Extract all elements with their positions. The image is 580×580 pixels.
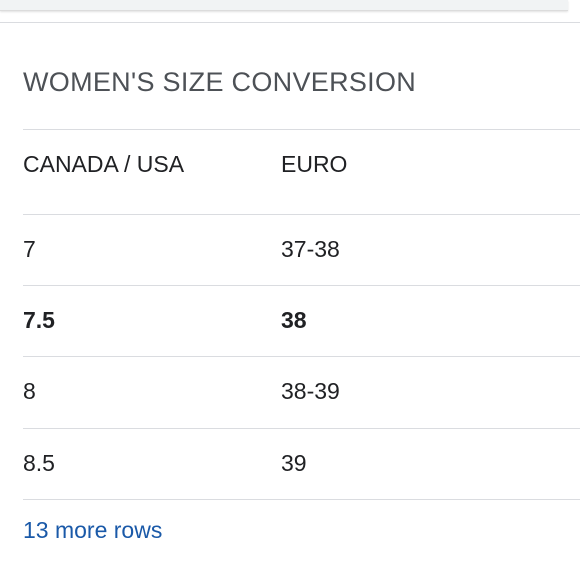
header-canada-usa: CANADA / USA bbox=[23, 151, 185, 177]
table-divider bbox=[23, 356, 580, 357]
cell-canada-usa: 7 bbox=[23, 236, 36, 262]
table-divider bbox=[23, 214, 580, 215]
cell-canada-usa: 7.5 bbox=[23, 307, 55, 333]
cell-euro: 38-39 bbox=[281, 378, 340, 404]
table-row: 8.5 39 bbox=[0, 428, 580, 499]
cell-canada-usa: 8.5 bbox=[23, 450, 55, 476]
table-divider bbox=[23, 129, 580, 130]
search-header-bar bbox=[0, 0, 568, 11]
table-divider bbox=[23, 428, 580, 429]
table-row: 8 38-39 bbox=[0, 356, 580, 427]
table-header-row: CANADA / USA EURO bbox=[0, 129, 580, 200]
more-rows-link[interactable]: 13 more rows bbox=[23, 517, 163, 543]
table-divider bbox=[23, 499, 580, 500]
header-euro: EURO bbox=[281, 151, 348, 177]
table-divider bbox=[23, 285, 580, 286]
size-conversion-card: WOMEN'S SIZE CONVERSION CANADA / USA EUR… bbox=[0, 22, 580, 580]
cell-euro: 38 bbox=[281, 307, 307, 333]
cell-canada-usa: 8 bbox=[23, 378, 36, 404]
table-row: 7 37-38 bbox=[0, 214, 580, 285]
table-row-highlighted: 7.5 38 bbox=[0, 285, 580, 356]
cell-euro: 39 bbox=[281, 450, 307, 476]
card-title: WOMEN'S SIZE CONVERSION bbox=[23, 67, 417, 97]
cell-euro: 37-38 bbox=[281, 236, 340, 262]
